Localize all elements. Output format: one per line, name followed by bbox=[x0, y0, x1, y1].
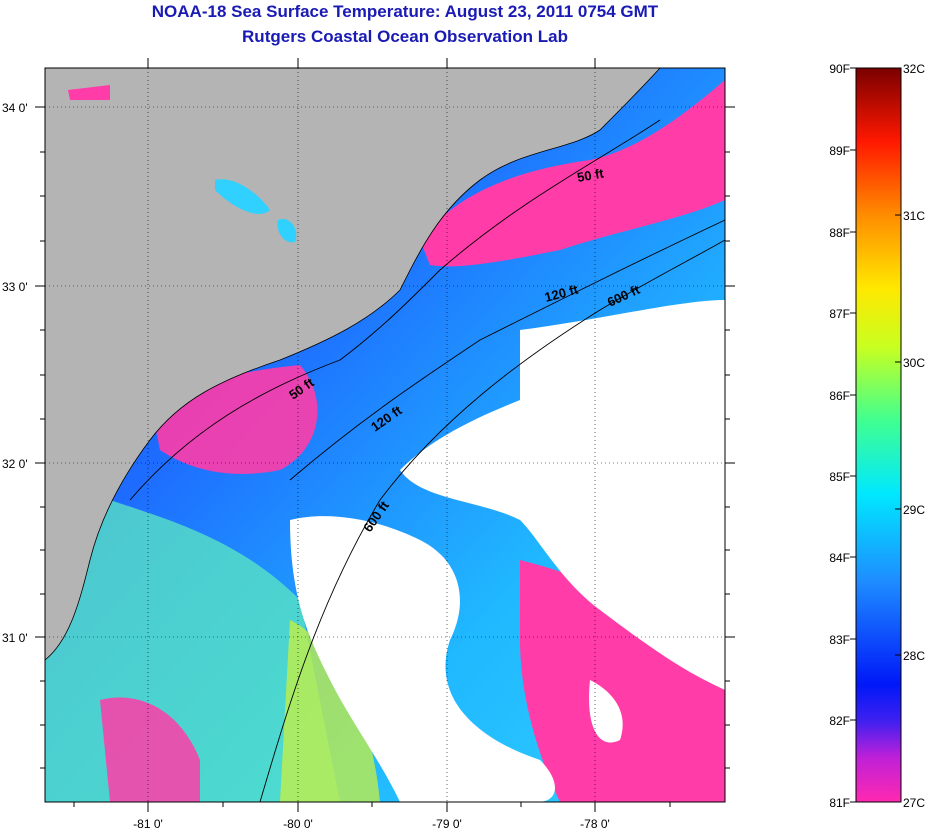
lat-label: 33 0' bbox=[2, 280, 28, 294]
colorbar-f-label: 89F bbox=[829, 144, 850, 158]
contour-50ft-north bbox=[439, 119, 661, 271]
contour-50ft-south bbox=[129, 269, 441, 501]
colorbar-f-label: 84F bbox=[829, 551, 850, 565]
lon-label: -78 0' bbox=[580, 817, 610, 831]
land-area bbox=[45, 68, 661, 661]
colorbar: 90F 89F 88F 87F 86F 85F 84F 83F 82F 81F … bbox=[829, 62, 925, 810]
lon-label: -79 0' bbox=[432, 817, 462, 831]
graticule bbox=[45, 68, 725, 802]
warm-patch-north bbox=[420, 80, 725, 267]
contour-label-50ft-north: 50 ft bbox=[576, 165, 606, 185]
contour-600ft bbox=[259, 239, 725, 802]
inland-lake bbox=[277, 219, 297, 243]
map-subtitle: Rutgers Coastal Ocean Observation Lab bbox=[242, 27, 568, 46]
colorbar-c-label: 28C bbox=[903, 649, 925, 663]
colorbar-c-label: 30C bbox=[903, 356, 925, 370]
cloud-spot bbox=[589, 680, 623, 743]
cloud-cover-east bbox=[400, 300, 725, 690]
axis-ticks bbox=[35, 58, 735, 812]
colorbar-f-label: 90F bbox=[829, 62, 850, 76]
colorbar-f-label: 83F bbox=[829, 633, 850, 647]
colorbar-f-label: 82F bbox=[829, 714, 850, 728]
colorbar-f-label: 81F bbox=[829, 796, 850, 810]
colorbar-f-label: 87F bbox=[829, 307, 850, 321]
lat-label: 31 0' bbox=[2, 631, 28, 645]
colorbar-c-label: 31C bbox=[903, 209, 925, 223]
colorbar-f-label: 85F bbox=[829, 470, 850, 484]
lon-label: -80 0' bbox=[283, 817, 313, 831]
colorbar-f-label: 88F bbox=[829, 226, 850, 240]
lon-label: -81 0' bbox=[133, 817, 163, 831]
cloud-cover-central bbox=[290, 516, 555, 802]
colorbar-c-label: 27C bbox=[903, 796, 925, 810]
colorbar-f-label: 86F bbox=[829, 389, 850, 403]
map-title: NOAA-18 Sea Surface Temperature: August … bbox=[151, 2, 659, 21]
lat-label: 34 0' bbox=[2, 101, 28, 115]
inland-lake bbox=[68, 85, 110, 100]
contour-120ft bbox=[289, 219, 725, 481]
warm-patch-southwest bbox=[100, 697, 200, 802]
colorbar-gradient bbox=[855, 67, 902, 803]
inland-lake bbox=[215, 179, 270, 214]
lat-label: 32 0' bbox=[2, 457, 28, 471]
yellow-green-patch bbox=[280, 620, 380, 802]
colorbar-c-label: 29C bbox=[903, 503, 925, 517]
map-frame bbox=[44, 67, 726, 803]
colorbar-c-label: 32C bbox=[903, 62, 925, 76]
